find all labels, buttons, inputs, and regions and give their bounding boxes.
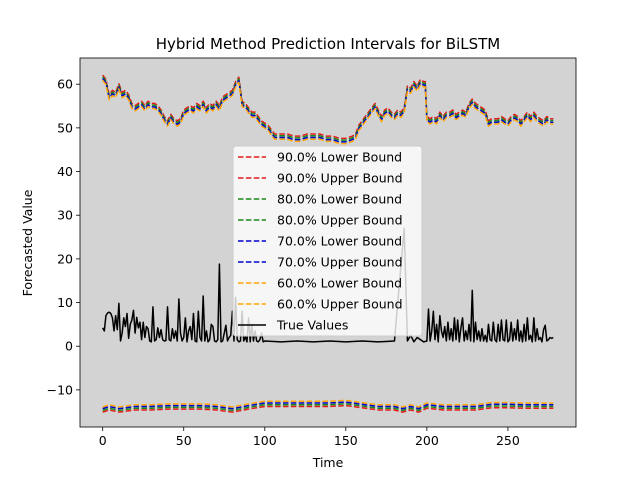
series-line-60-0-upper-bound [102, 79, 554, 145]
legend-entry: 60.0% Lower Bound [238, 276, 402, 291]
series-line-60-0-lower-bound [102, 399, 554, 408]
x-axis-label: Time [312, 455, 344, 470]
series-line-true-values [102, 227, 554, 343]
series-line-70-0-lower-bound [102, 401, 554, 410]
y-tick-label: 10 [57, 295, 73, 310]
legend-label: 70.0% Lower Bound [277, 234, 402, 249]
series-line-70-0-upper-bound [102, 78, 554, 143]
y-tick-label: 40 [57, 164, 73, 179]
legend-entry: 70.0% Upper Bound [238, 255, 403, 270]
x-tick-label: 150 [334, 433, 358, 448]
legend-entry: True Values [238, 318, 348, 333]
series-layer [102, 74, 554, 413]
x-tick-label: 200 [415, 433, 439, 448]
legend-label: 90.0% Lower Bound [277, 150, 402, 165]
series-line-90-0-upper-bound [102, 74, 554, 140]
legend-entry: 60.0% Upper Bound [238, 297, 403, 312]
x-tick-label: 100 [253, 433, 277, 448]
legend-entry: 70.0% Lower Bound [238, 234, 402, 249]
legend-label: 90.0% Upper Bound [277, 171, 403, 186]
y-tick-label: 60 [57, 77, 73, 92]
x-tick-label: 50 [176, 433, 192, 448]
legend-entry: 80.0% Lower Bound [238, 192, 402, 207]
legend-entry: 80.0% Upper Bound [238, 213, 403, 228]
legend-label: 60.0% Upper Bound [277, 297, 403, 312]
series-line-80-0-lower-bound [102, 403, 554, 412]
x-tick-label: 0 [99, 433, 107, 448]
legend-label: 60.0% Lower Bound [277, 276, 402, 291]
legend-label: 80.0% Lower Bound [277, 192, 402, 207]
legend-box [232, 145, 423, 337]
y-axis-label: Forecasted Value [20, 189, 35, 296]
x-tick-label: 250 [496, 433, 520, 448]
legend-label: 80.0% Upper Bound [277, 213, 403, 228]
axes-layer: 0 50 100 150 200 250 −10 0 10 20 30 40 50 60 [47, 57, 577, 448]
chart-title: Hybrid Method Prediction Intervals for B… [156, 35, 500, 53]
y-tick-label: −10 [47, 382, 73, 397]
y-tick-label: 30 [57, 208, 73, 223]
y-tick-label: 20 [57, 251, 73, 266]
legend: 90.0% Lower Bound 90.0% Upper Bound 80.0% … [232, 145, 423, 337]
axes-frame [79, 57, 577, 428]
series-line-90-0-lower-bound [102, 404, 554, 413]
legend-entry: 90.0% Upper Bound [238, 171, 403, 186]
series-line-80-0-upper-bound [102, 76, 554, 141]
y-tick-label: 50 [57, 120, 73, 135]
legend-label: True Values [276, 318, 348, 333]
legend-label: 70.0% Upper Bound [277, 255, 403, 270]
legend-entry: 90.0% Lower Bound [238, 150, 402, 165]
y-tick-label: 0 [65, 339, 73, 354]
